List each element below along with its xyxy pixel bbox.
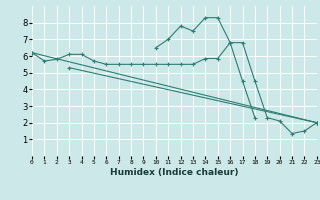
- X-axis label: Humidex (Indice chaleur): Humidex (Indice chaleur): [110, 168, 239, 177]
